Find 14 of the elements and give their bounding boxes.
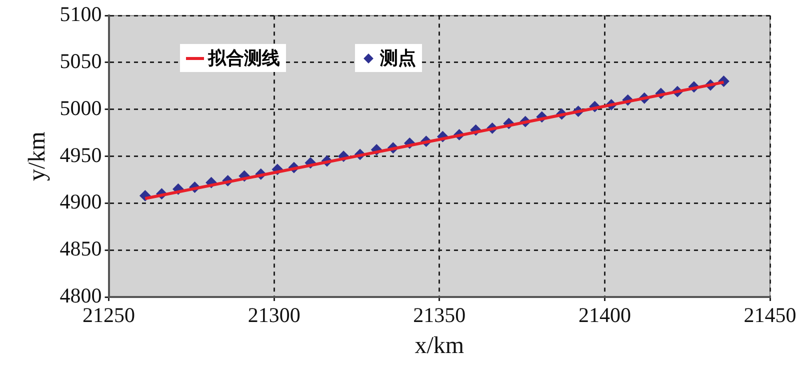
legend-label: 测点	[380, 47, 416, 70]
y-axis-title: y/km	[24, 131, 51, 181]
x-tick-label: 21450	[744, 303, 796, 328]
legend-label: 拟合测线	[208, 47, 280, 70]
y-tick-label: 4900	[60, 190, 102, 214]
x-tick-label: 21350	[413, 303, 466, 328]
y-tick-label: 5000	[60, 96, 102, 120]
y-tick-label: 5100	[60, 2, 102, 26]
x-tick-label: 21300	[248, 303, 300, 328]
y-tick-label: 5050	[60, 49, 102, 74]
x-axis-title: x/km	[414, 332, 464, 359]
y-tick-label: 4950	[60, 142, 102, 167]
y-tick-label: 4850	[60, 236, 102, 261]
x-tick-label: 21400	[578, 303, 631, 328]
